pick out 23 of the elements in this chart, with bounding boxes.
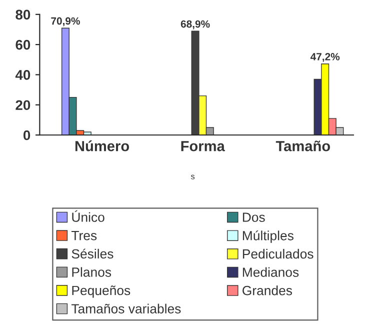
y-tick-label: 40 <box>15 70 30 80</box>
y-tick-label: 20 <box>16 100 30 110</box>
legend-label: Pequeños <box>72 286 130 298</box>
legend-label: Tamaños variables <box>71 304 181 314</box>
y-tick-label: 80 <box>16 10 30 20</box>
y-tick-label: 60 <box>16 40 30 50</box>
data-label: 68,9% <box>180 20 210 30</box>
legend-label: Múltiples <box>242 230 294 243</box>
data-label: 47,2% <box>310 53 340 62</box>
x-tick-label: Número <box>75 140 130 152</box>
text: s <box>190 174 195 180</box>
x-tick-label: Forma <box>181 141 225 152</box>
legend-label: Planos <box>72 267 112 277</box>
y-tick-label: 0 <box>23 130 30 140</box>
legend-label: Medianos <box>242 267 299 277</box>
x-tick-label: Tamaño <box>276 140 330 152</box>
legend-label: Dos <box>242 212 265 222</box>
data-label: 70,9% <box>51 17 80 26</box>
legend-label: Sésiles <box>72 248 114 259</box>
legend-label: Grandes <box>242 286 292 296</box>
legend-label: Tres <box>71 231 97 240</box>
legend-label: Único <box>72 210 104 222</box>
legend-label: Pediculados <box>242 248 314 259</box>
